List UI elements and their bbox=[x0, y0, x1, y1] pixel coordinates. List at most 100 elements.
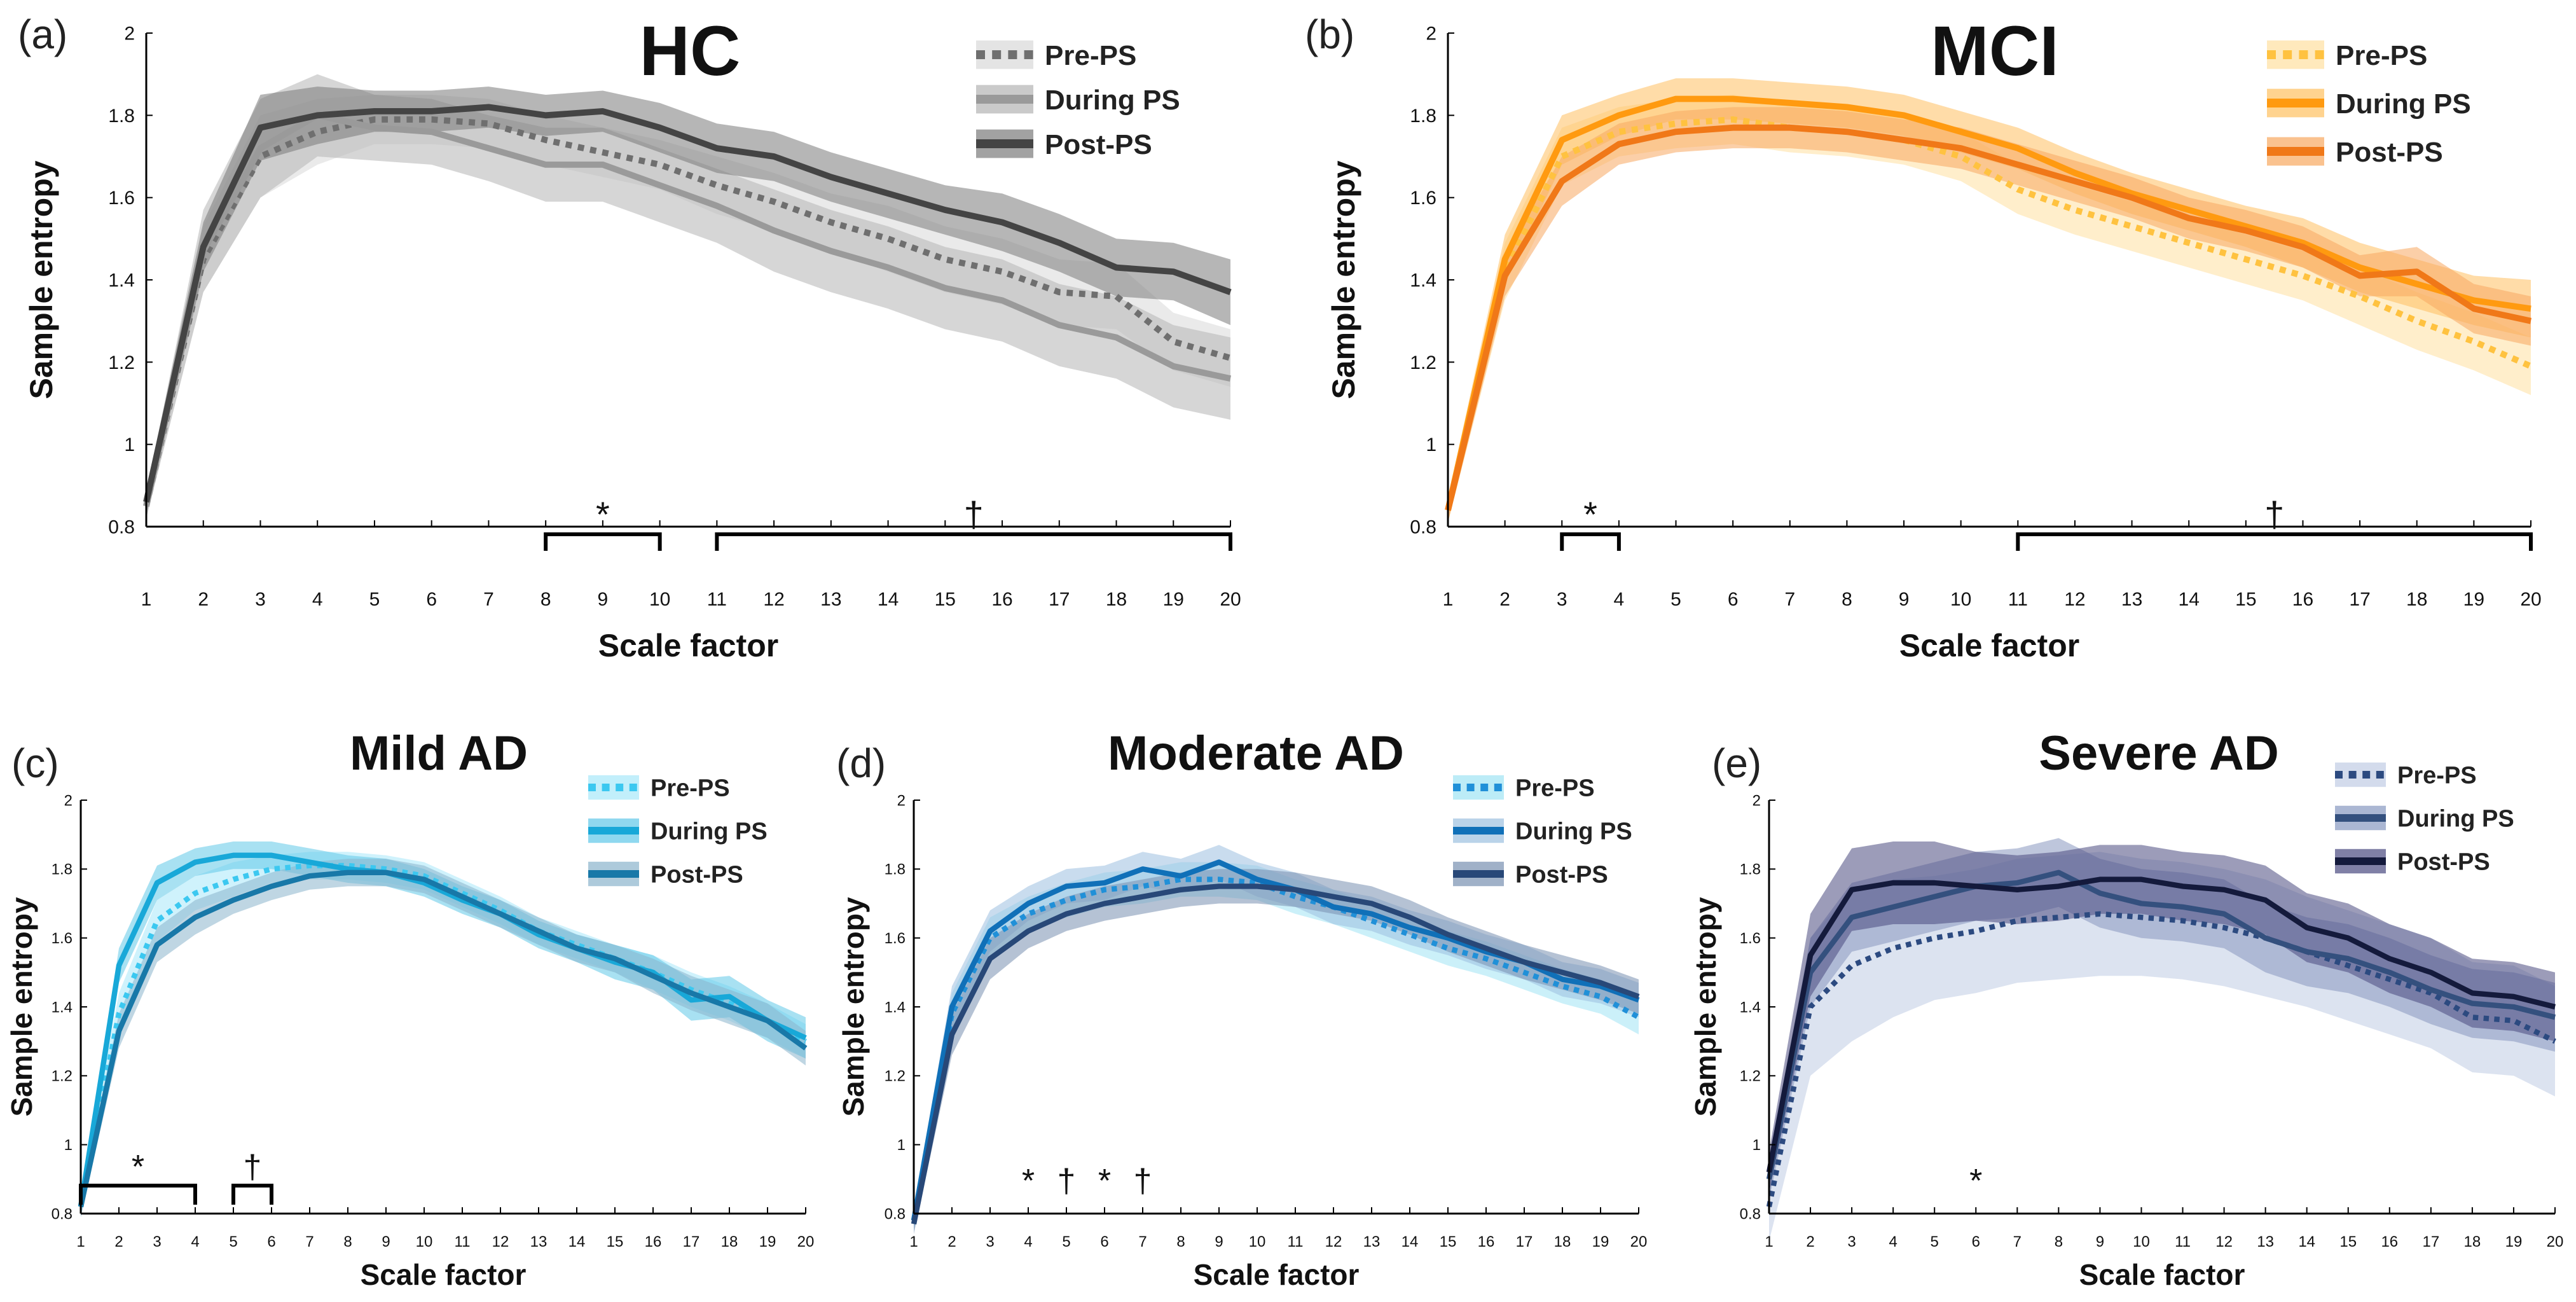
y-tick-label: 2 bbox=[64, 792, 72, 809]
x-tick-label: 10 bbox=[1950, 589, 1971, 610]
y-tick-label: 1.2 bbox=[885, 1068, 906, 1085]
x-tick-label: 6 bbox=[267, 1233, 275, 1250]
significance-symbol: * bbox=[132, 1149, 144, 1186]
x-tick-label: 18 bbox=[2406, 589, 2427, 610]
x-tick-label: 9 bbox=[382, 1233, 390, 1250]
x-tick-label: 5 bbox=[369, 589, 380, 610]
significance-symbol: † bbox=[244, 1149, 262, 1186]
x-axis-label: Scale factor bbox=[598, 628, 778, 663]
x-tick-label: 2 bbox=[1499, 589, 1510, 610]
band-during bbox=[81, 841, 806, 1217]
chart-title: Severe AD bbox=[2039, 726, 2278, 780]
x-axis-label: Scale factor bbox=[1194, 1258, 1360, 1291]
significance-bracket bbox=[79, 1184, 197, 1205]
x-tick-label: 10 bbox=[2133, 1233, 2150, 1250]
legend-label: Post-PS bbox=[1515, 862, 1608, 889]
x-tick-label: 14 bbox=[1402, 1233, 1419, 1250]
x-tick-label: 14 bbox=[568, 1233, 586, 1250]
significance-symbol: * bbox=[596, 494, 610, 534]
y-tick-label: 1.6 bbox=[52, 930, 72, 947]
x-tick-label: 8 bbox=[343, 1233, 352, 1250]
legend-label: During PS bbox=[1515, 819, 1632, 845]
chart-panel-4: 0.811.21.41.61.821 2 3 4 5 6 7 8 9 10 11 12 13 14 15 16… bbox=[1689, 726, 2563, 1291]
x-tick-label: 20 bbox=[2547, 1233, 2564, 1250]
x-tick-label: 16 bbox=[2292, 589, 2313, 610]
x-tick-label: 8 bbox=[541, 589, 551, 610]
x-tick-label: 9 bbox=[2096, 1233, 2104, 1250]
y-tick-label: 2 bbox=[124, 24, 135, 45]
x-tick-label: 8 bbox=[1842, 589, 1852, 610]
x-tick-label: 6 bbox=[426, 589, 437, 610]
chart-title: MCI bbox=[1931, 12, 2059, 90]
y-axis-label: Sample entropy bbox=[1689, 897, 1722, 1117]
y-tick-label: 1 bbox=[64, 1137, 72, 1154]
x-tick-label: 20 bbox=[1630, 1233, 1648, 1250]
x-tick-label: 12 bbox=[2215, 1233, 2233, 1250]
significance-symbol: † bbox=[964, 494, 984, 534]
x-tick-label: 5 bbox=[1931, 1233, 1939, 1250]
y-tick-label: 0.8 bbox=[1740, 1205, 1761, 1222]
x-tick-label: 1 bbox=[76, 1233, 85, 1250]
x-tick-label: 7 bbox=[1138, 1233, 1147, 1250]
x-tick-label: 1 bbox=[909, 1233, 918, 1250]
significance-bracket bbox=[231, 1184, 273, 1205]
x-tick-label: 20 bbox=[1220, 589, 1241, 610]
x-tick-label: 12 bbox=[1325, 1233, 1342, 1250]
y-tick-label: 1 bbox=[124, 434, 135, 455]
x-tick-label: 7 bbox=[2013, 1233, 2022, 1250]
y-axis-label: Sample entropy bbox=[837, 897, 870, 1117]
x-axis-label: Scale factor bbox=[1899, 628, 2079, 663]
y-tick-label: 1.8 bbox=[885, 861, 906, 878]
band-post bbox=[81, 859, 806, 1217]
y-tick-label: 1.2 bbox=[1740, 1068, 1761, 1085]
legend-swatch-band bbox=[2267, 40, 2324, 69]
y-tick-label: 1 bbox=[1753, 1137, 1761, 1154]
x-tick-label: 19 bbox=[1592, 1233, 1609, 1250]
series-line-pre bbox=[78, 862, 808, 1208]
x-tick-label: 18 bbox=[1106, 589, 1127, 610]
y-tick-label: 1.2 bbox=[108, 352, 135, 373]
x-tick-label: 17 bbox=[2349, 589, 2370, 610]
x-tick-label: 15 bbox=[935, 589, 956, 610]
significance-bracket bbox=[2016, 532, 2533, 551]
y-tick-label: 1 bbox=[1426, 434, 1436, 455]
y-axis-label: Sample entropy bbox=[24, 160, 59, 399]
x-tick-label: 2 bbox=[1806, 1233, 1814, 1250]
significance-bracket bbox=[715, 532, 1232, 551]
x-tick-label: 10 bbox=[649, 589, 670, 610]
legend-label: Pre-PS bbox=[1515, 775, 1595, 802]
y-tick-label: 1.8 bbox=[1410, 106, 1436, 127]
legend-label: Pre-PS bbox=[651, 775, 730, 802]
x-tick-label: 20 bbox=[2520, 589, 2541, 610]
series-line-post bbox=[143, 104, 1232, 503]
significance-symbol: * bbox=[1969, 1163, 1982, 1200]
y-tick-label: 1.4 bbox=[52, 999, 72, 1016]
y-tick-label: 0.8 bbox=[108, 517, 135, 538]
x-tick-label: 17 bbox=[683, 1233, 700, 1250]
y-tick-label: 1.6 bbox=[1410, 188, 1436, 209]
x-tick-label: 14 bbox=[878, 589, 899, 610]
y-axis-label: Sample entropy bbox=[5, 897, 38, 1117]
y-tick-label: 0.8 bbox=[885, 1205, 906, 1222]
legend-label: During PS bbox=[2336, 88, 2471, 120]
significance-symbol: * bbox=[1583, 494, 1597, 534]
panel-label: (d) bbox=[836, 740, 886, 786]
y-tick-label: 1 bbox=[897, 1137, 906, 1154]
series-line-post bbox=[78, 869, 808, 1208]
y-tick-label: 1.6 bbox=[108, 188, 135, 209]
band-post bbox=[146, 87, 1230, 515]
series-line-pre bbox=[1445, 116, 2532, 511]
chart-title: Mild AD bbox=[350, 726, 528, 780]
x-tick-label: 7 bbox=[1784, 589, 1795, 610]
x-tick-label: 13 bbox=[2257, 1233, 2274, 1250]
y-axis-label: Sample entropy bbox=[1326, 160, 1361, 399]
x-tick-label: 19 bbox=[2505, 1233, 2523, 1250]
x-tick-label: 19 bbox=[1163, 589, 1184, 610]
x-tick-label: 16 bbox=[645, 1233, 662, 1250]
x-tick-label: 10 bbox=[416, 1233, 433, 1250]
x-tick-label: 1 bbox=[141, 589, 152, 610]
y-tick-label: 1.8 bbox=[52, 861, 72, 878]
significance-symbol: † bbox=[1057, 1163, 1076, 1200]
x-tick-label: 5 bbox=[229, 1233, 237, 1250]
